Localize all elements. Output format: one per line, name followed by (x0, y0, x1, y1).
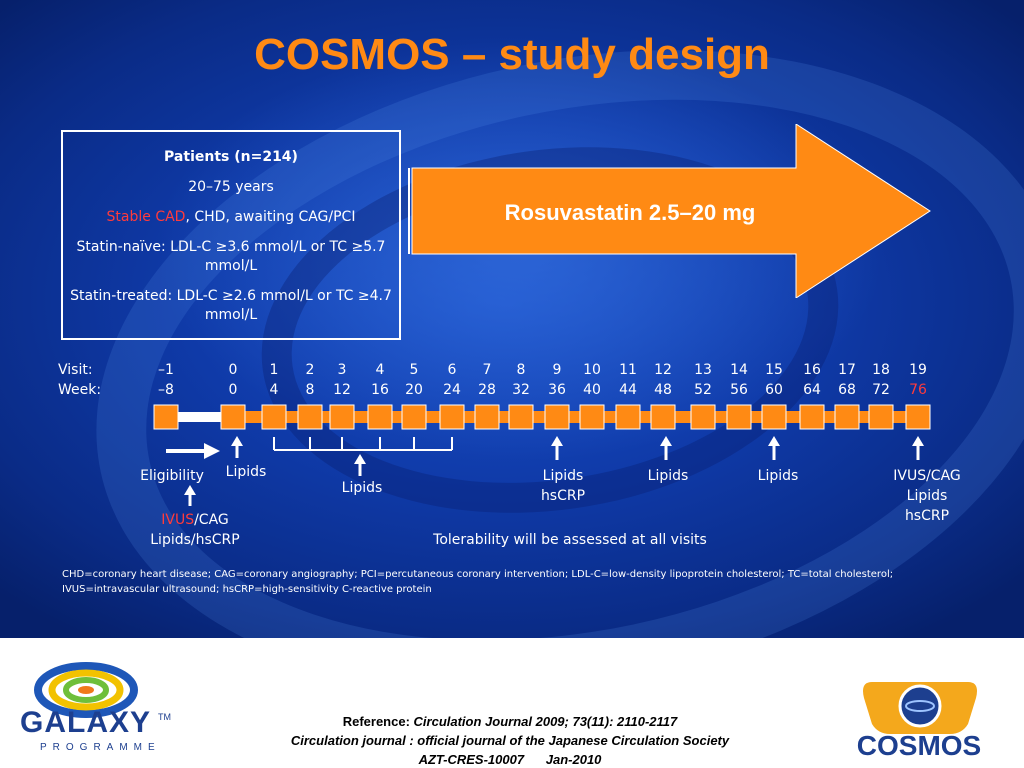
tolerability-note: Tolerability will be assessed at all vis… (433, 532, 707, 548)
visit-number: 0 (228, 362, 238, 378)
screening-lipids-text: Lipids/hsCRP (150, 532, 240, 548)
visit-number: 5 (409, 362, 419, 378)
screening-imaging: IVUS/CAG (120, 510, 270, 530)
visit-number: 19 (909, 362, 927, 378)
week-number: 40 (583, 382, 601, 398)
visit-number: 15 (765, 362, 783, 378)
week-number: 44 (619, 382, 637, 398)
cosmos-logo-text: COSMOS (856, 730, 982, 761)
visit-number: 14 (730, 362, 748, 378)
week-number: 72 (872, 382, 890, 398)
visit-number: 6 (447, 362, 457, 378)
week-number: 4 (269, 382, 279, 398)
patients-heading: Patients (n=214) (164, 149, 298, 165)
week-number: 52 (694, 382, 712, 398)
visit19-hscrp-text: hsCRP (904, 508, 950, 524)
reference-date: Jan-2010 (545, 752, 602, 767)
treatment-label: Rosuvastatin 2.5–20 mg (504, 200, 756, 225)
screening-cag-text: /CAG (194, 512, 229, 528)
visit19-lipids-text: Lipids (906, 488, 948, 504)
treatment-arrow (408, 124, 931, 298)
treatment-arrow-shape (411, 124, 931, 298)
week-number: 76 (909, 382, 927, 398)
week-number: 36 (548, 382, 566, 398)
visit19-ivus-cag-text: IVUS/CAG (893, 468, 961, 484)
visit0-lipids-label: Lipids (225, 464, 267, 480)
reference-citation: Circulation Journal 2009; 73(11): 2110-2… (413, 714, 678, 729)
visit15-lipids-label: Lipids (757, 468, 799, 484)
week-number: 16 (371, 382, 389, 398)
visit12-lipids-label: Lipids (647, 468, 689, 484)
visit9-hscrp-text: hsCRP (540, 488, 586, 504)
galaxy-programme-text: PROGRAMME (40, 742, 161, 753)
week-number: 28 (478, 382, 496, 398)
screening-assessments: IVUS/CAG Lipids/hsCRP (120, 510, 270, 550)
background (0, 0, 1024, 638)
visit-number: 2 (305, 362, 315, 378)
week-number: 20 (405, 382, 423, 398)
galaxy-logo-text: GALAXY (20, 706, 152, 739)
reference-line: Reference: Circulation Journal 2009; 73(… (180, 712, 840, 731)
week-number: 48 (654, 382, 672, 398)
visit-axis-label: Visit: (58, 362, 93, 378)
abbreviation-footnote: CHD=coronary heart disease; CAG=coronary… (62, 569, 894, 595)
reference-prefix: Reference: (342, 714, 414, 729)
eligibility-label: Eligibility (140, 468, 204, 484)
week-number: 8 (305, 382, 315, 398)
reference-journal: Circulation journal : official journal o… (290, 733, 730, 748)
visit-number: 8 (516, 362, 526, 378)
visit19-assessments: IVUS/CAG Lipids hsCRP (872, 466, 982, 526)
visit-number: 4 (375, 362, 385, 378)
cosmos-logo-icon (863, 682, 977, 734)
visit-number: 3 (337, 362, 347, 378)
visit-number: 16 (803, 362, 821, 378)
page-title: COSMOS – study design (254, 30, 770, 79)
patients-conditions: Stable CAD, CHD, awaiting CAG/PCI (63, 208, 399, 227)
visit-number: 11 (619, 362, 637, 378)
footer-band (0, 638, 1024, 768)
week-number: 68 (838, 382, 856, 398)
visit-number: 7 (482, 362, 492, 378)
week-number: 60 (765, 382, 783, 398)
screening-ivus-text: IVUS (161, 512, 195, 528)
visit-number: 12 (654, 362, 672, 378)
week-number: 32 (512, 382, 530, 398)
visit-number: 1 (269, 362, 279, 378)
reference-code-line: AZT-CRES-10007 Jan-2010 (180, 750, 840, 768)
stable-cad-text: Stable CAD (106, 209, 186, 225)
galaxy-logo-icon (34, 662, 138, 718)
reference-code: AZT-CRES-10007 (418, 752, 525, 767)
week-number: 0 (228, 382, 238, 398)
week-number: 56 (730, 382, 748, 398)
conditions-rest-text: , CHD, awaiting CAG/PCI (185, 209, 356, 225)
visit-number: 17 (838, 362, 856, 378)
visit-number: 18 (872, 362, 890, 378)
statin-naive-criteria: Statin-naïve: LDL-C ≥3.6 mmol/L or TC ≥5… (76, 239, 386, 274)
patients-age: 20–75 years (188, 179, 274, 195)
visit9-lipids-text: Lipids (542, 468, 584, 484)
week-axis-label: Week: (58, 382, 102, 398)
visits-1-6-lipids-label: Lipids (341, 480, 383, 496)
visit9-assessments: Lipids hsCRP (523, 466, 603, 506)
week-number: 24 (443, 382, 461, 398)
week-number: –8 (158, 382, 174, 398)
week-number: 64 (803, 382, 821, 398)
week-number: 12 (333, 382, 351, 398)
reference-block: Reference: Circulation Journal 2009; 73(… (180, 712, 840, 768)
patients-box: Patients (n=214) 20–75 years Stable CAD,… (61, 130, 401, 340)
galaxy-trademark: TM (158, 712, 171, 722)
visit-number: 13 (694, 362, 712, 378)
visit-number: 9 (552, 362, 562, 378)
visit-number: 10 (583, 362, 601, 378)
visit-number: –1 (158, 362, 174, 378)
statin-treated-criteria: Statin-treated: LDL-C ≥2.6 mmol/L or TC … (70, 288, 392, 323)
